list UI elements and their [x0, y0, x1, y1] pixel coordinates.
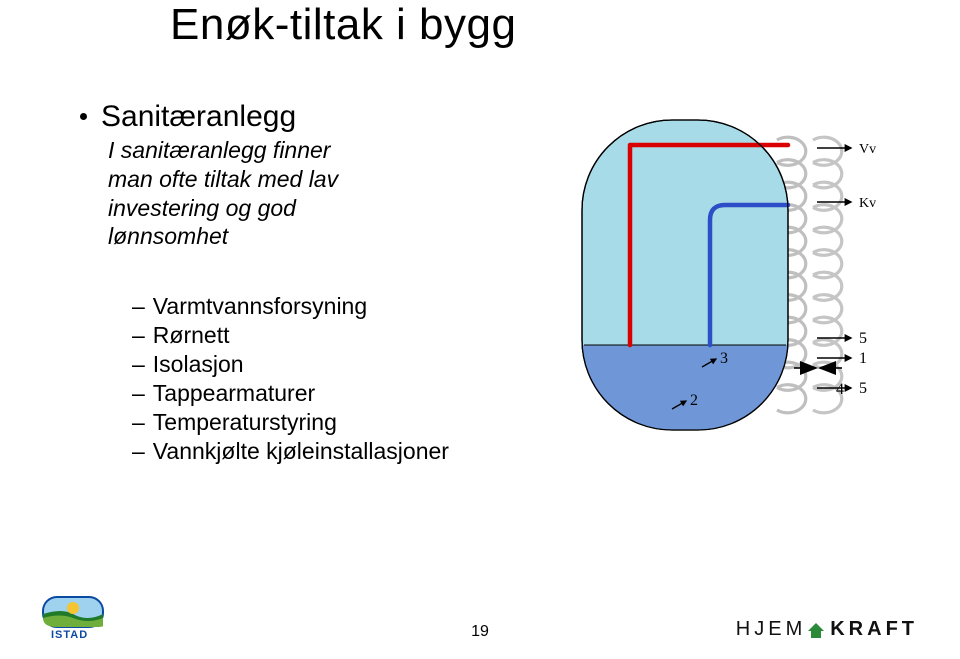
list-item: –Rørnett — [132, 322, 560, 349]
page-title: Enøk-tiltak i bygg — [170, 0, 516, 50]
section-sublist: –Varmtvannsforsyning –Rørnett –Isolasjon… — [132, 293, 560, 465]
svg-text:4: 4 — [836, 381, 844, 398]
footer: 19 ISTAD HJEM KRAFT — [0, 597, 960, 659]
hjemkraft-logo: HJEM KRAFT — [736, 618, 918, 641]
desc-l4: lønnsomhet — [108, 223, 228, 249]
bullet-icon — [80, 113, 87, 120]
svg-text:5: 5 — [859, 330, 867, 347]
svg-text:2: 2 — [690, 392, 698, 409]
svg-text:5: 5 — [859, 380, 867, 397]
svg-text:3: 3 — [720, 350, 728, 367]
list-item: –Varmtvannsforsyning — [132, 293, 560, 320]
section-heading: Sanitæranlegg — [80, 100, 560, 134]
svg-text:Vv: Vv — [859, 142, 876, 157]
list-item-label: Tappearmaturer — [153, 380, 315, 406]
logo-right-text2: KRAFT — [830, 618, 918, 641]
list-item: –Vannkjølte kjøleinstallasjoner — [132, 438, 560, 465]
svg-text:ISTAD: ISTAD — [51, 629, 88, 640]
logo-right-text1: HJEM — [736, 618, 806, 641]
list-item: –Isolasjon — [132, 351, 560, 378]
list-item: –Tappearmaturer — [132, 380, 560, 407]
istad-logo: ISTAD — [42, 596, 128, 645]
house-icon — [806, 620, 826, 640]
list-item-label: Rørnett — [153, 322, 230, 348]
list-item-label: Vannkjølte kjøleinstallasjoner — [153, 438, 449, 464]
list-item-label: Varmtvannsforsyning — [153, 293, 367, 319]
list-item-label: Isolasjon — [153, 351, 244, 377]
tank-diagram: VvKv515432 — [560, 110, 940, 470]
svg-text:1: 1 — [859, 350, 867, 367]
desc-l1: I sanitæranlegg finner — [108, 137, 330, 163]
list-item-label: Temperaturstyring — [153, 409, 337, 435]
main-content: Sanitæranlegg I sanitæranlegg finner man… — [80, 100, 560, 467]
desc-l3: investering og god — [108, 195, 296, 221]
list-item: –Temperaturstyring — [132, 409, 560, 436]
section-heading-text: Sanitæranlegg — [101, 100, 296, 133]
svg-text:Kv: Kv — [859, 196, 876, 211]
desc-l2: man ofte tiltak med lav — [108, 166, 338, 192]
section-description: I sanitæranlegg finner man ofte tiltak m… — [108, 136, 560, 251]
